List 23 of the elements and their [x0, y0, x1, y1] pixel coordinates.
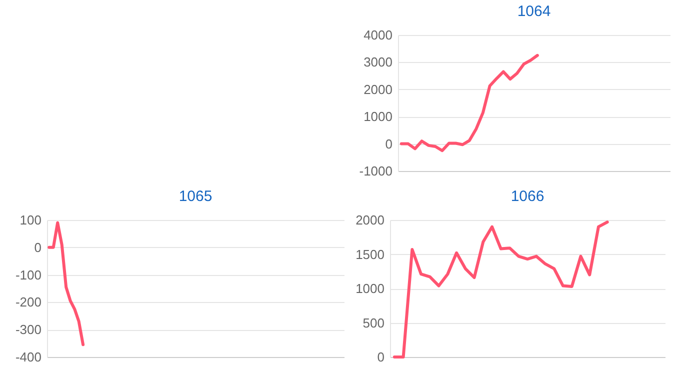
line-series	[48, 221, 85, 346]
y-tick-label: -300	[15, 322, 42, 338]
y-tick-label: -400	[15, 350, 42, 364]
chart-title: 1065	[178, 188, 212, 205]
y-tick-label: 1500	[356, 246, 384, 262]
chart-title: 1064	[517, 3, 551, 20]
y-tick-label: 0	[34, 240, 42, 255]
line-series	[392, 220, 609, 358]
y-tick-label: 3000	[364, 54, 392, 70]
y-tick-label: 4000	[364, 28, 392, 42]
y-tick-label: 2000	[364, 82, 392, 97]
y-tick-label: 0	[377, 350, 384, 364]
y-tick-label: 0	[385, 136, 392, 152]
y-tick-label: 1000	[364, 109, 392, 124]
y-tick-label: -200	[15, 294, 42, 310]
y-tick-label: -100	[15, 267, 42, 282]
chart-title: 1066	[510, 188, 544, 205]
line-series	[400, 54, 539, 152]
y-tick-label: 100	[20, 212, 42, 228]
y-tick-label: 1000	[356, 281, 384, 296]
y-tick-label: 2000	[356, 212, 384, 228]
y-tick-label: -1000	[359, 164, 392, 178]
y-tick-label: 500	[362, 315, 384, 330]
